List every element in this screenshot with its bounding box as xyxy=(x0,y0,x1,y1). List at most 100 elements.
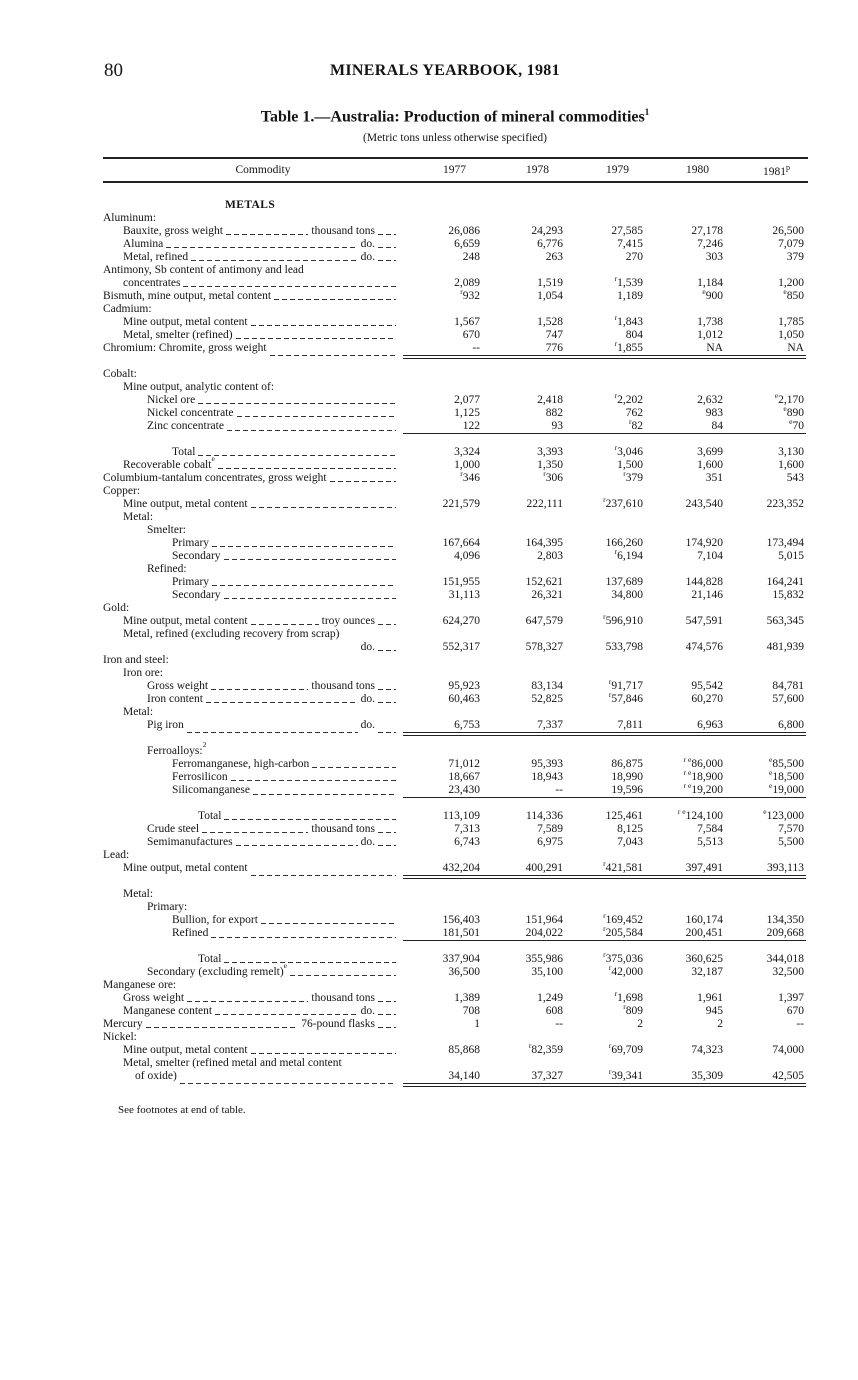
value: 74,323 xyxy=(691,1044,723,1056)
dot-leader xyxy=(183,277,396,290)
table-row: Mine output, analytic content of: xyxy=(103,381,808,394)
table-row: Mine output, metal content 1,567 1,528 r1,8… xyxy=(103,314,808,329)
value: 306 xyxy=(545,472,563,484)
value: 1,012 xyxy=(697,329,723,341)
dot-leader xyxy=(223,589,396,602)
preliminary-mark: p xyxy=(786,162,790,172)
value-cell-1977: 670 xyxy=(403,329,482,342)
dot-leader xyxy=(145,1018,299,1031)
revision-mark: e xyxy=(774,391,779,401)
revision-mark: e xyxy=(769,768,773,778)
row-label: Mercury 76-pound flasks xyxy=(103,1018,403,1031)
value: 151,964 xyxy=(525,914,563,926)
column-header-commodity: Commodity xyxy=(235,164,291,176)
table-row: Ferrosilicon 18,667 18,943 18,990 r e18,900 e… xyxy=(103,768,808,784)
dot-leader xyxy=(378,1018,396,1031)
value-cell-1980: 2 xyxy=(645,1018,725,1031)
value-cell-1980: 1,600 xyxy=(645,459,725,472)
value: 21,146 xyxy=(691,589,723,601)
value: 346 xyxy=(462,472,480,484)
value-cell-1979 xyxy=(565,1057,645,1070)
value-cell-1980: r e86,000 xyxy=(645,756,725,771)
label-text: Cadmium: xyxy=(103,303,152,315)
value: 84,781 xyxy=(772,680,804,692)
value: 7,811 xyxy=(617,719,643,731)
value: 19,000 xyxy=(772,784,804,796)
label-text: Total xyxy=(198,953,222,965)
revision-mark: r xyxy=(603,495,606,505)
value-cell-1977 xyxy=(403,1031,482,1044)
value-cell-1978: 7,589 xyxy=(482,823,565,836)
value-cell-1979 xyxy=(565,706,645,719)
label-text: Secondary xyxy=(172,550,221,562)
value: 1,054 xyxy=(537,290,563,302)
value: 6,753 xyxy=(454,719,480,731)
value: 1,785 xyxy=(778,316,804,328)
dot-leader xyxy=(235,836,358,849)
revision-mark: r xyxy=(608,1067,612,1077)
value-cell-1979: 7,415 xyxy=(565,238,645,251)
value-cell-1980: 7,584 xyxy=(645,823,725,836)
table-row: Pig iron do. 6,753 7,337 7,811 6,963 6,800 xyxy=(103,719,808,736)
unit-label: do. xyxy=(360,1005,375,1017)
value-cell-1978: 1,249 xyxy=(482,992,565,1005)
value-cell-1980: 60,270 xyxy=(645,693,725,706)
value-cell-1980: 27,178 xyxy=(645,225,725,238)
dot-leader xyxy=(378,225,396,238)
spacer-row xyxy=(103,940,808,953)
row-label: Silicomanganese xyxy=(103,784,403,798)
value: 26,086 xyxy=(448,225,480,237)
value-cell-1978: 578,327 xyxy=(482,641,565,654)
value-cell-1978: 747 xyxy=(482,329,565,342)
dot-leader xyxy=(378,680,396,693)
row-label: Primary xyxy=(103,576,403,589)
value-cell-1979: r421,581 xyxy=(565,860,645,879)
value: 6,800 xyxy=(778,719,804,731)
label-text: Nickel: xyxy=(103,1031,137,1043)
value-cell-1978: -- xyxy=(482,784,565,798)
table-row: Zinc concentrate 122 93 r82 84 e70 xyxy=(103,417,808,434)
value-cell-1979: r42,000 xyxy=(565,964,645,979)
value: 1,184 xyxy=(697,277,723,289)
value-cell-1978: 222,111 xyxy=(482,498,565,511)
label-text: Aluminum: xyxy=(103,212,157,224)
value: 34,140 xyxy=(448,1070,480,1082)
value: 31,113 xyxy=(448,589,480,601)
value-cell-1979: r1,843 xyxy=(565,314,645,329)
value-cell-1980 xyxy=(645,563,725,576)
revision-mark: r xyxy=(629,417,632,427)
value-cell-1977 xyxy=(403,264,482,277)
table-row: Recoverable cobalt e 1,000 1,350 1,500 1,600 1… xyxy=(103,455,808,472)
revision-mark: r xyxy=(623,469,626,479)
value-cell-1981: 543 xyxy=(725,472,806,485)
row-label: Gold: xyxy=(103,602,403,615)
dot-leader xyxy=(217,459,396,472)
value: 23,430 xyxy=(448,784,480,796)
dot-leader xyxy=(225,225,309,238)
value: -- xyxy=(472,342,480,354)
value-cell-1979: r1,539 xyxy=(565,275,645,290)
table-row: Mine output, metal content 432,204 400,291… xyxy=(103,860,808,879)
value-cell-1979: r2,202 xyxy=(565,392,645,407)
value-cell-1977 xyxy=(403,745,482,758)
value: 144,828 xyxy=(685,576,723,588)
value: 303 xyxy=(705,251,723,263)
value: 1,528 xyxy=(537,316,563,328)
row-label: Mine output, analytic content of: xyxy=(103,381,403,394)
row-label: Cadmium: xyxy=(103,303,403,316)
value-cell-1981 xyxy=(725,303,806,316)
value: 2,170 xyxy=(778,394,804,406)
value-cell-1980 xyxy=(645,654,725,667)
dot-leader xyxy=(378,693,396,706)
label-text: of oxide) xyxy=(135,1070,177,1082)
unit-label: do. xyxy=(360,719,375,731)
value-cell-1981: e123,000 xyxy=(725,808,806,823)
value: 18,943 xyxy=(531,771,563,783)
value-cell-1981: 393,113 xyxy=(725,862,806,879)
value-cell-1979: 2 xyxy=(565,1018,645,1031)
value: 169,452 xyxy=(605,914,643,926)
value: 7,079 xyxy=(778,238,804,250)
value: 60,463 xyxy=(448,693,480,705)
value: 95,542 xyxy=(691,680,723,692)
value: 26,321 xyxy=(531,589,563,601)
